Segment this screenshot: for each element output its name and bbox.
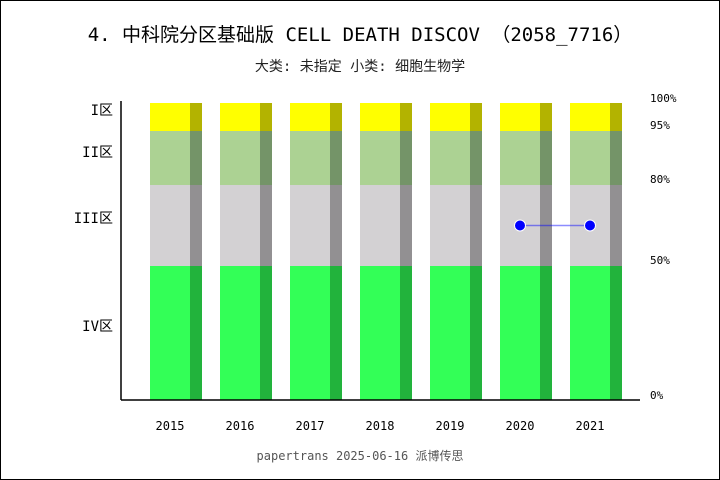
- bar-segment-shade: [330, 266, 342, 400]
- bar-segment: [500, 266, 540, 400]
- bar-segment: [150, 266, 190, 400]
- bar-segment-shade: [190, 266, 202, 400]
- footer-watermark: papertrans 2025-06-16 派博传思: [256, 449, 464, 463]
- bar-segment: [290, 103, 330, 131]
- bar-segment: [430, 131, 470, 185]
- data-point: [584, 219, 596, 232]
- bar-segment-shade: [540, 266, 552, 400]
- x-tick-label: 2018: [366, 419, 395, 433]
- bar-segment-shade: [610, 103, 622, 131]
- bar-segment-shade: [470, 103, 482, 131]
- bar-segment-shade: [260, 266, 272, 400]
- right-tick-label: 0%: [650, 389, 664, 402]
- bar-segment: [150, 103, 190, 131]
- bar-segment: [220, 185, 260, 266]
- bar-segment: [290, 266, 330, 400]
- bar-segment-shade: [540, 103, 552, 131]
- bar-segment-shade: [330, 103, 342, 131]
- bar-segment-shade: [330, 131, 342, 185]
- bar-segment-shade: [260, 185, 272, 266]
- bar-segment: [570, 266, 610, 400]
- x-tick-label: 2020: [506, 419, 535, 433]
- bar-segment: [570, 131, 610, 185]
- bar-segment-shade: [400, 103, 412, 131]
- bar-segment-shade: [610, 131, 622, 185]
- x-tick-label: 2016: [226, 419, 255, 433]
- bar-segment: [150, 131, 190, 185]
- x-tick-label: 2019: [436, 419, 465, 433]
- bar-segment: [220, 131, 260, 185]
- bar-segment: [500, 103, 540, 131]
- x-tick-label: 2021: [576, 419, 605, 433]
- right-tick-label: 100%: [650, 92, 677, 105]
- bar-segment-shade: [330, 185, 342, 266]
- bar-segment: [290, 131, 330, 185]
- bar-segment-shade: [190, 131, 202, 185]
- bar-segment: [570, 103, 610, 131]
- right-tick-label: 80%: [650, 173, 670, 186]
- bar-segment-shade: [610, 266, 622, 400]
- bar-segment-shade: [400, 266, 412, 400]
- bar-segment: [360, 131, 400, 185]
- x-tick-label: 2015: [156, 419, 185, 433]
- bar-segment: [360, 103, 400, 131]
- bar-segment-shade: [470, 266, 482, 400]
- bar-segment: [220, 103, 260, 131]
- bar-segment-shade: [400, 185, 412, 266]
- right-tick-label: 50%: [650, 254, 670, 267]
- zone-label: IV区: [82, 319, 113, 335]
- bar-segment: [430, 266, 470, 400]
- bar-segment: [430, 185, 470, 266]
- bar-segment: [150, 185, 190, 266]
- bar-segment-shade: [190, 185, 202, 266]
- bar-segment: [220, 266, 260, 400]
- bar-segment-shade: [610, 185, 622, 266]
- bar-segment: [430, 103, 470, 131]
- zone-label: I区: [91, 103, 113, 119]
- bar-segment-shade: [470, 185, 482, 266]
- chart-subtitle: 大类: 未指定 小类: 细胞生物学: [254, 59, 466, 75]
- bar-segment-shade: [400, 131, 412, 185]
- bar-segment-shade: [260, 103, 272, 131]
- bar-segment: [500, 131, 540, 185]
- x-tick-label: 2017: [296, 419, 325, 433]
- bar-segment-shade: [470, 131, 482, 185]
- zone-label: III区: [74, 211, 113, 227]
- data-point: [514, 219, 526, 232]
- bar-segment: [290, 185, 330, 266]
- right-tick-label: 95%: [650, 119, 670, 132]
- bar-segment: [360, 266, 400, 400]
- bar-segment-shade: [540, 131, 552, 185]
- bar-segment-shade: [190, 103, 202, 131]
- bar-segment-shade: [540, 185, 552, 266]
- chart-title: 4. 中科院分区基础版 CELL DEATH DISCOV （2058_7716…: [87, 24, 633, 46]
- zone-label: II区: [82, 145, 113, 161]
- bar-segment-shade: [260, 131, 272, 185]
- bar-segment: [360, 185, 400, 266]
